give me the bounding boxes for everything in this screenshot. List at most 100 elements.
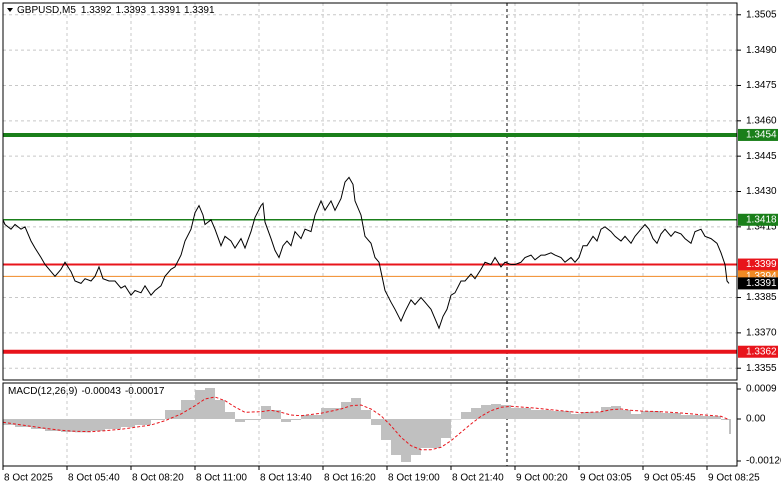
macd-bar xyxy=(3,419,15,425)
macd-bar xyxy=(721,419,729,420)
macd-label: MACD(12,26,9) xyxy=(8,386,77,397)
macd-bar xyxy=(611,406,621,419)
macd-signal: -0.00017 xyxy=(125,386,165,397)
macd-bar xyxy=(245,419,261,420)
y-tick-label: 1.3385 xyxy=(746,292,777,303)
y-tick-label: 1.3490 xyxy=(746,45,777,56)
macd-bar xyxy=(729,419,731,434)
macd-bar xyxy=(551,411,571,419)
open: 1.3392 xyxy=(81,5,112,16)
x-tick-label: 8 Oct 08:20 xyxy=(132,473,184,484)
macd-bar xyxy=(235,419,245,422)
close: 1.3391 xyxy=(184,5,215,16)
level-label: 1.3454 xyxy=(746,130,777,141)
macd-bar xyxy=(401,419,411,462)
y-tick-label: 1.3460 xyxy=(746,115,777,126)
x-tick-label: 8 Oct 2025 xyxy=(4,473,53,484)
macd-bar xyxy=(301,415,321,419)
macd-signal-line xyxy=(2,396,730,451)
macd-bar xyxy=(451,419,461,420)
macd-bar xyxy=(195,390,205,419)
macd-bar xyxy=(61,419,75,432)
x-tick-label: 8 Oct 05:40 xyxy=(68,473,120,484)
macd-bar xyxy=(411,419,421,455)
macd-header: MACD(12,26,9) -0.00043 -0.00017 xyxy=(8,386,165,397)
macd-bar xyxy=(501,405,511,419)
macd-bar xyxy=(225,412,235,419)
macd-bar xyxy=(601,407,611,419)
y-tick-label: 1.3505 xyxy=(746,9,777,20)
level-label: 1.3362 xyxy=(746,346,777,357)
macd-bar xyxy=(31,419,45,429)
x-tick-label: 8 Oct 13:40 xyxy=(260,473,312,484)
macd-bar xyxy=(471,408,481,419)
macd-bar xyxy=(91,419,105,431)
y-tick-label: 1.3430 xyxy=(746,186,777,197)
macd-bar xyxy=(205,388,215,419)
macd-bar xyxy=(531,410,551,419)
macd-bar xyxy=(661,413,681,419)
level-label-box xyxy=(738,345,778,358)
price-line xyxy=(2,176,730,330)
symbol-header: GBPUSD,M5 1.3392 1.3393 1.3391 1.3391 xyxy=(17,5,215,16)
x-tick-label: 8 Oct 21:40 xyxy=(452,473,504,484)
macd-bar xyxy=(621,410,631,419)
macd-bar xyxy=(121,419,135,427)
macd-frame xyxy=(2,382,738,467)
plot xyxy=(2,132,737,462)
macd-bar xyxy=(321,408,341,419)
macd-bar xyxy=(571,414,581,419)
symbol: GBPUSD,M5 xyxy=(17,5,76,16)
y-tick-label: 1.3445 xyxy=(746,151,777,162)
y-tick-label: 1.3370 xyxy=(746,328,777,339)
level-label-box xyxy=(738,213,778,226)
macd-bar xyxy=(281,419,291,422)
macd-bar xyxy=(151,419,165,420)
macd-bar xyxy=(641,411,661,419)
macd-bar xyxy=(481,405,491,419)
macd-bar xyxy=(381,419,391,440)
macd-bar xyxy=(371,419,381,425)
high: 1.3393 xyxy=(116,5,147,16)
macd-bar xyxy=(75,419,91,433)
macd-bar xyxy=(351,398,361,419)
macd-bar xyxy=(701,416,721,419)
macd-y-tick-label: 0.00 xyxy=(746,414,766,425)
low: 1.3391 xyxy=(150,5,181,16)
y-tick-label: 1.3415 xyxy=(746,221,777,232)
macd-bar xyxy=(461,412,471,419)
macd-bar xyxy=(45,419,61,431)
macd-bar xyxy=(261,406,271,419)
x-tick-label: 9 Oct 05:45 xyxy=(644,473,696,484)
macd-bar xyxy=(631,414,641,419)
level-label-box xyxy=(738,258,778,271)
macd-bar xyxy=(15,419,31,427)
x-tick-label: 9 Oct 08:25 xyxy=(708,473,760,484)
macd-bar xyxy=(105,419,121,429)
macd-bar xyxy=(271,410,281,419)
x-tick-label: 8 Oct 19:00 xyxy=(388,473,440,484)
macd-bar xyxy=(421,419,431,448)
macd-bar xyxy=(491,404,501,419)
macd-bar xyxy=(291,419,301,420)
y-tick-label: 1.3355 xyxy=(746,363,777,374)
level-label: 1.3399 xyxy=(746,259,777,270)
menu-triangle[interactable] xyxy=(7,8,13,12)
macd-bar xyxy=(431,419,441,448)
macd-bar xyxy=(361,410,371,419)
macd-bar xyxy=(165,410,181,419)
macd-y-tick-label: -0.00126 xyxy=(746,456,781,467)
macd-bar xyxy=(341,402,351,419)
macd-bar xyxy=(441,419,451,438)
macd-bar xyxy=(681,415,701,419)
macd-main: -0.00043 xyxy=(81,386,121,397)
x-tick-label: 8 Oct 16:20 xyxy=(324,473,376,484)
x-tick-label: 8 Oct 11:00 xyxy=(196,473,247,484)
x-tick-label: 9 Oct 03:05 xyxy=(580,473,632,484)
macd-bar xyxy=(215,400,225,419)
level-label-box xyxy=(738,128,778,141)
macd-bar xyxy=(391,419,401,455)
x-tick-label: 9 Oct 00:20 xyxy=(516,473,568,484)
level-label: 1.3394 xyxy=(746,271,777,282)
